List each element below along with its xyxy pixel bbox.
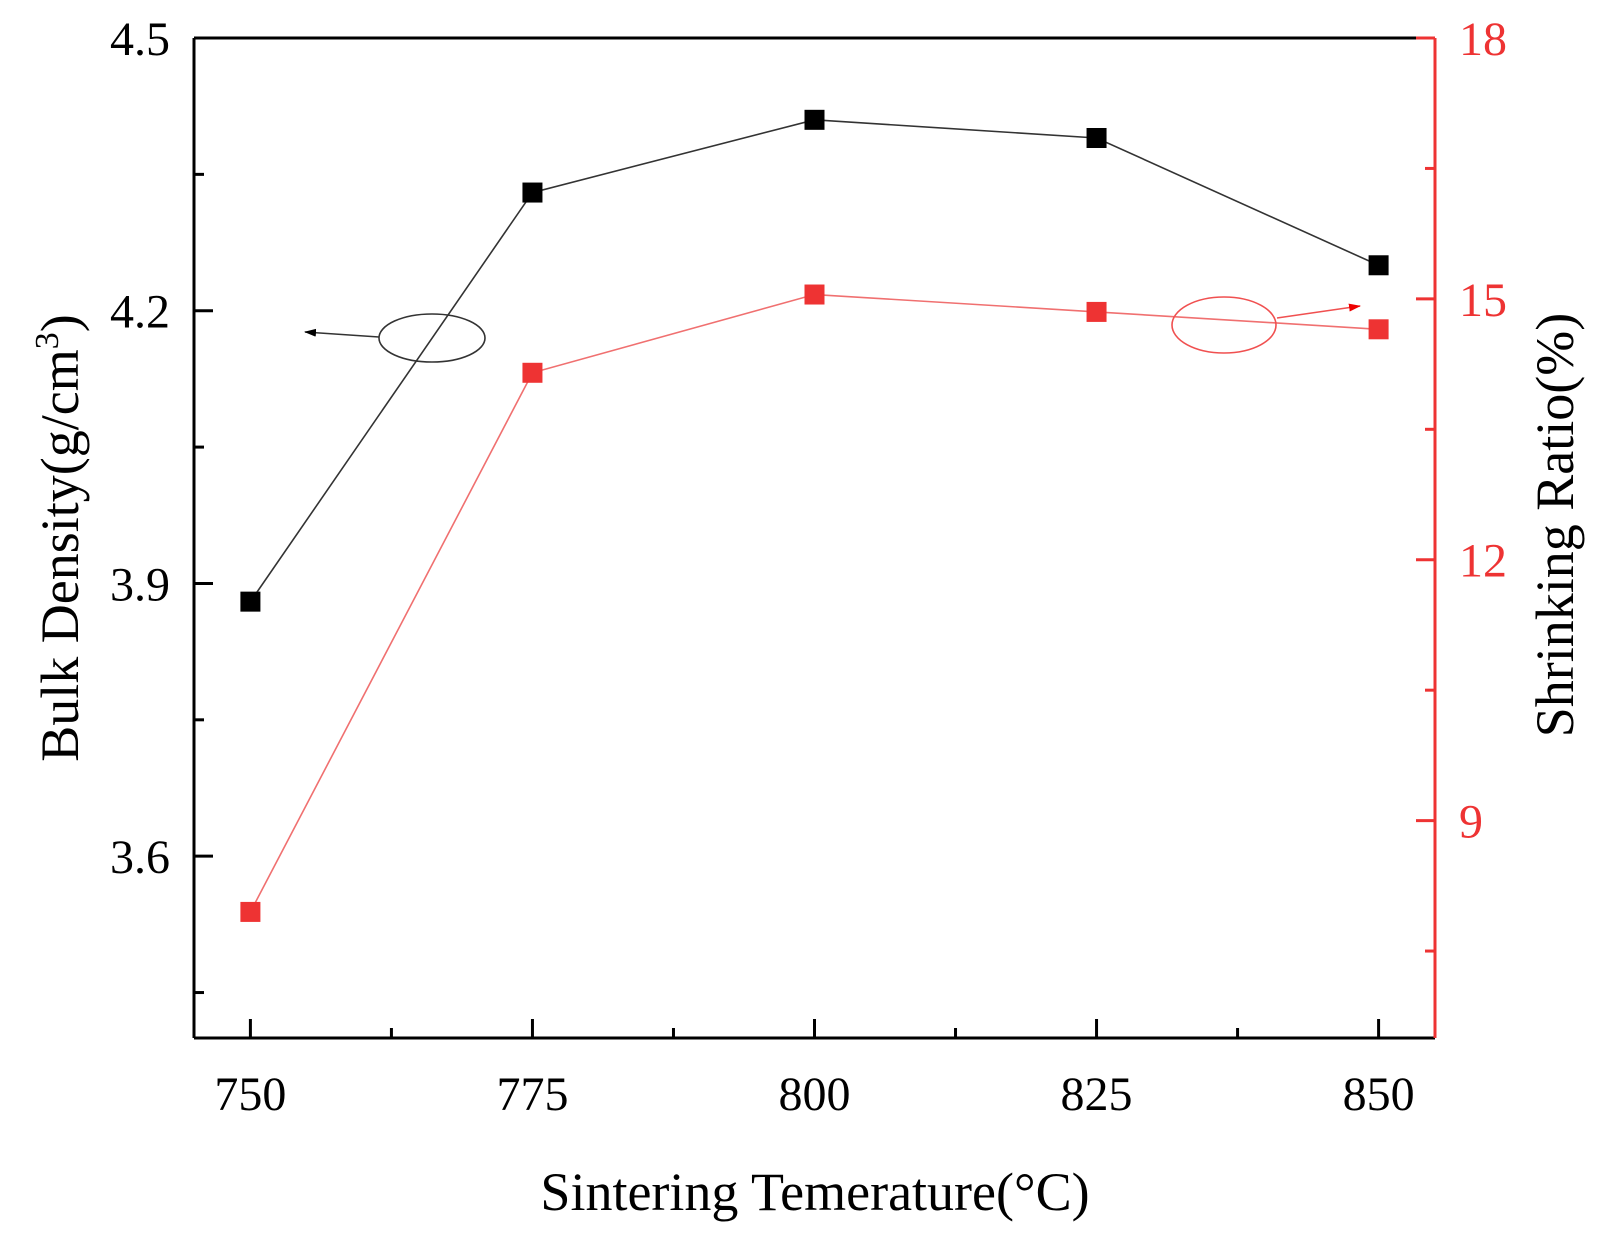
x-tick-label: 800 [779, 1068, 851, 1121]
bulk-density-marker [804, 109, 825, 130]
right-y-tick-label: 12 [1459, 535, 1507, 588]
shrinking-ratio-marker [522, 362, 543, 383]
right-pointing-arrow-icon [1276, 303, 1361, 319]
left-y-tick-label: 3.6 [110, 831, 170, 884]
left-y-axis-title-base: Bulk Density(g/cm [30, 349, 90, 761]
left-y-tick-label: 4.2 [110, 286, 170, 339]
right-y-tick-label: 15 [1459, 274, 1507, 327]
x-tick-label: 850 [1343, 1068, 1415, 1121]
left-pointing-arrow-icon [304, 328, 380, 338]
shrinking-ratio-marker [1086, 301, 1107, 322]
x-tick-label: 750 [214, 1068, 286, 1121]
bulk-density-annotation-ellipse [378, 313, 486, 363]
series-layer [240, 109, 1389, 922]
annotation-layer [304, 296, 1361, 363]
bulk-density-marker [1086, 128, 1107, 148]
bulk-density-marker [1368, 255, 1389, 276]
shrinking-ratio-marker [804, 284, 825, 305]
shrinking-ratio-marker [1368, 319, 1389, 340]
right-y-tick-label: 9 [1459, 796, 1483, 849]
x-axis-title: Sintering Temerature(°C) [540, 1162, 1089, 1222]
shrinking-ratio-marker [240, 901, 261, 922]
left-y-axis-ticks: 3.6 3.9 4.2 4.5 [110, 13, 213, 995]
x-tick-label: 825 [1061, 1068, 1133, 1121]
right-y-axis-ticks: 9 12 15 18 [1416, 13, 1507, 953]
plot-frame [192, 36, 1437, 1040]
shrinking-ratio-line [249, 293, 1379, 913]
right-y-tick-label: 18 [1459, 13, 1507, 66]
bulk-density-marker [522, 182, 543, 203]
bulk-density-marker [240, 591, 261, 612]
x-axis-ticks: 750 775 800 825 850 [214, 1019, 1415, 1121]
left-y-tick-label: 4.5 [110, 13, 170, 66]
left-y-tick-label: 3.9 [110, 558, 170, 611]
left-y-axis-title: Bulk Density(g/cm3) [29, 314, 90, 761]
shrinking-ratio-annotation-ellipse [1171, 296, 1277, 354]
right-y-axis-title: Shrinking Ratio(%) [1525, 313, 1585, 737]
left-y-axis-title-close: ) [30, 314, 90, 332]
left-y-axis-title-sup: 3 [29, 332, 66, 349]
x-tick-label: 775 [496, 1068, 568, 1121]
